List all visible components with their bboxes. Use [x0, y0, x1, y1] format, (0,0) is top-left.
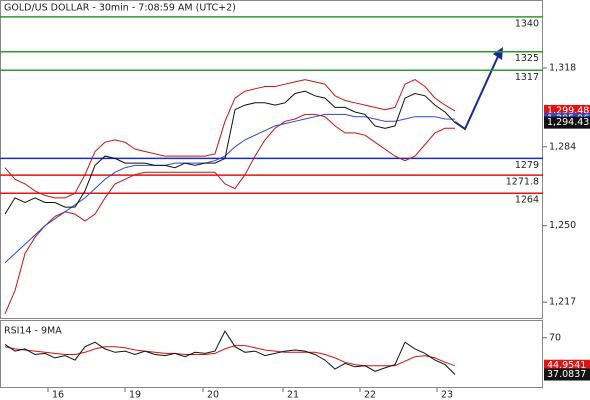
level-label: 1279 — [515, 160, 539, 171]
y-tick-label: 70 — [549, 332, 561, 343]
series-line — [4, 90, 456, 215]
level-label: 1317 — [515, 72, 539, 83]
x-tick-label: 16 — [52, 390, 64, 400]
x-tick-label: 23 — [441, 390, 453, 400]
value-box-label: 1,294.43 — [547, 117, 589, 128]
forecast-arrowhead — [493, 47, 503, 60]
value-box-label: 1,299.48 — [547, 105, 589, 116]
series-line — [4, 79, 456, 199]
y-tick-label: 1,217 — [549, 297, 576, 308]
forecast-arrow — [454, 51, 501, 131]
chart-title: GOLD/US DOLLAR - 30min - 7:08:59 AM (UTC… — [4, 3, 236, 14]
x-tick-label: 19 — [129, 390, 141, 400]
x-tick-label: 20 — [207, 390, 219, 400]
level-label: 1271.8 — [506, 177, 539, 188]
rsi-title: RSI14 - 9MA — [4, 326, 62, 337]
level-label: 1340 — [515, 18, 539, 29]
y-tick-label: 1,284 — [549, 141, 576, 152]
price-panel-frame — [0, 0, 543, 319]
value-box — [544, 116, 590, 129]
y-tick-label: 1,250 — [549, 220, 576, 231]
level-label: 1325 — [515, 53, 539, 64]
value-box-label: 44.9541 — [547, 360, 586, 371]
x-tick-label: 22 — [364, 390, 376, 400]
value-box — [544, 368, 590, 381]
x-tick-label: 21 — [287, 390, 299, 400]
series-line — [4, 113, 455, 314]
value-box-label: 37.0837 — [547, 369, 586, 380]
y-tick-label: 1,318 — [549, 62, 576, 73]
series-line — [4, 330, 456, 375]
level-label: 1264 — [515, 195, 539, 206]
series-line — [4, 113, 456, 264]
rsi-panel-frame — [0, 320, 543, 388]
